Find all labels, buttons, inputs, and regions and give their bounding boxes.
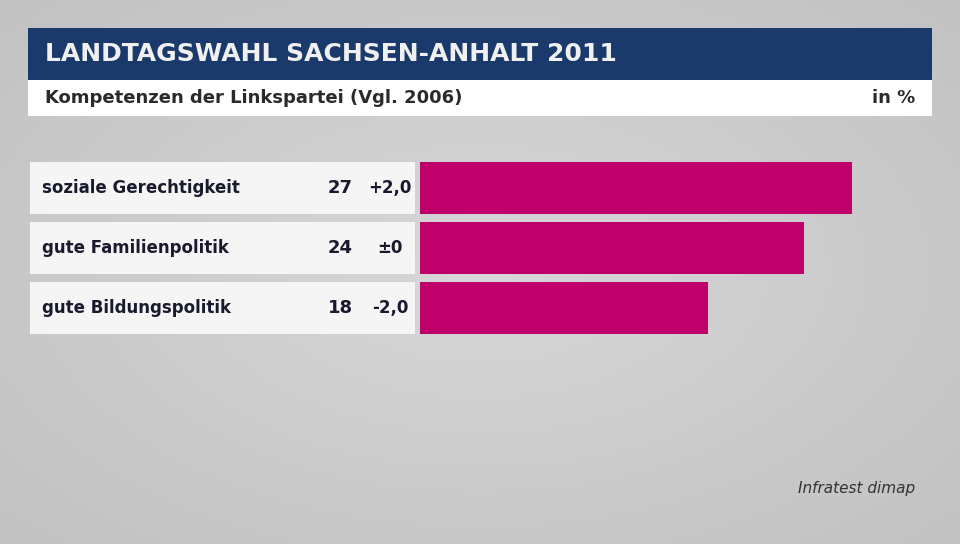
Text: 18: 18 (327, 299, 352, 317)
Text: LANDTAGSWAHL SACHSEN-ANHALT 2011: LANDTAGSWAHL SACHSEN-ANHALT 2011 (45, 42, 617, 66)
Bar (30, 282, 415, 334)
Text: -2,0: -2,0 (372, 299, 408, 317)
Bar (420, 222, 804, 274)
Bar (30, 162, 415, 214)
Bar (420, 282, 708, 334)
Text: gute Familienpolitik: gute Familienpolitik (42, 239, 228, 257)
Text: Kompetenzen der Linkspartei (Vgl. 2006): Kompetenzen der Linkspartei (Vgl. 2006) (45, 89, 463, 107)
Bar (28, 80, 932, 116)
Text: in %: in % (872, 89, 915, 107)
Text: ±0: ±0 (377, 239, 402, 257)
Text: 27: 27 (327, 179, 352, 197)
Text: 24: 24 (327, 239, 352, 257)
Bar (420, 162, 852, 214)
Bar (30, 222, 415, 274)
Text: gute Bildungspolitik: gute Bildungspolitik (42, 299, 231, 317)
Text: soziale Gerechtigkeit: soziale Gerechtigkeit (42, 179, 240, 197)
Bar (28, 28, 932, 80)
Text: Infratest dimap: Infratest dimap (798, 481, 915, 497)
Text: +2,0: +2,0 (369, 179, 412, 197)
